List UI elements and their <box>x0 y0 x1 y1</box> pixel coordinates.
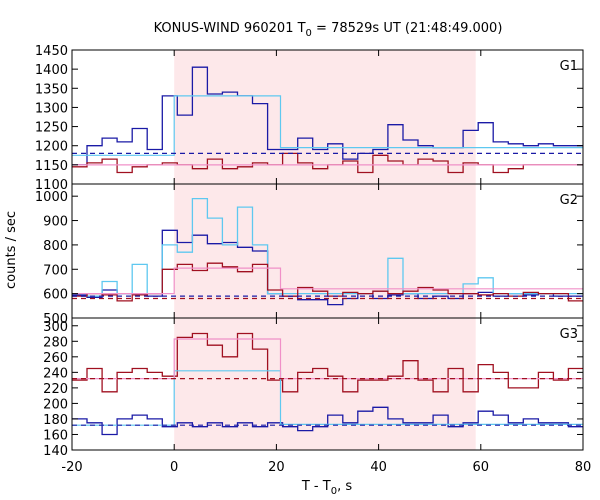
x-tick-label: 80 <box>575 460 592 475</box>
y-tick-label: 1300 <box>35 101 68 116</box>
y-tick-label: 1100 <box>35 178 68 193</box>
y-tick-label: 200 <box>43 397 68 412</box>
x-tick-label: 60 <box>473 460 490 475</box>
panel-g3-series-1-step <box>72 406 583 436</box>
y-axis-title: counts / sec <box>4 211 19 289</box>
y-tick-label: 1200 <box>35 140 68 155</box>
y-tick-label: 700 <box>43 263 68 278</box>
y-tick-label: 300 <box>43 320 68 335</box>
chart-title: KONUS-WIND 960201 T0 = 78529s UT (21:48:… <box>154 21 503 39</box>
y-tick-label: 900 <box>43 215 68 230</box>
panel-g2-series-1-step <box>72 197 583 297</box>
shaded-interval <box>174 50 476 450</box>
y-tick-label: 180 <box>43 413 68 428</box>
panel-label-g2: G2 <box>560 193 578 208</box>
x-tick-label: 0 <box>170 460 178 475</box>
y-tick-label: 160 <box>43 428 68 443</box>
y-tick-label: 280 <box>43 335 68 350</box>
y-tick-label: 260 <box>43 351 68 366</box>
y-tick-label: 1350 <box>35 82 68 97</box>
y-tick-label: 240 <box>43 366 68 381</box>
y-tick-label: 1250 <box>35 121 68 136</box>
y-tick-label: 600 <box>43 288 68 303</box>
panel-g3-frame <box>71 317 584 451</box>
panel-label-g1: G1 <box>560 59 578 74</box>
x-tick-label: 40 <box>370 460 387 475</box>
y-tick-label: 1400 <box>35 63 68 78</box>
y-tick-label: 1000 <box>35 190 68 205</box>
y-tick-label: 800 <box>43 239 68 254</box>
panel-g1-series-2-segments <box>72 95 583 156</box>
x-tick-label: 20 <box>268 460 285 475</box>
y-tick-label: 1150 <box>35 159 68 174</box>
x-tick-label: -20 <box>61 460 82 475</box>
panel-g2-series-3-segments <box>72 267 583 295</box>
y-tick-label: 140 <box>43 444 68 459</box>
x-axis-title: T - T0, s <box>301 479 352 497</box>
panel-g1-series-0-step <box>72 66 583 166</box>
y-tick-label: 500 <box>43 312 68 327</box>
plot-layer: 11001150120012501300135014001450G1500600… <box>35 44 591 475</box>
y-tick-label: 1450 <box>35 44 68 59</box>
panel-label-g3: G3 <box>560 327 578 342</box>
panel-g3-series-0-step <box>72 332 583 393</box>
y-tick-label: 220 <box>43 382 68 397</box>
